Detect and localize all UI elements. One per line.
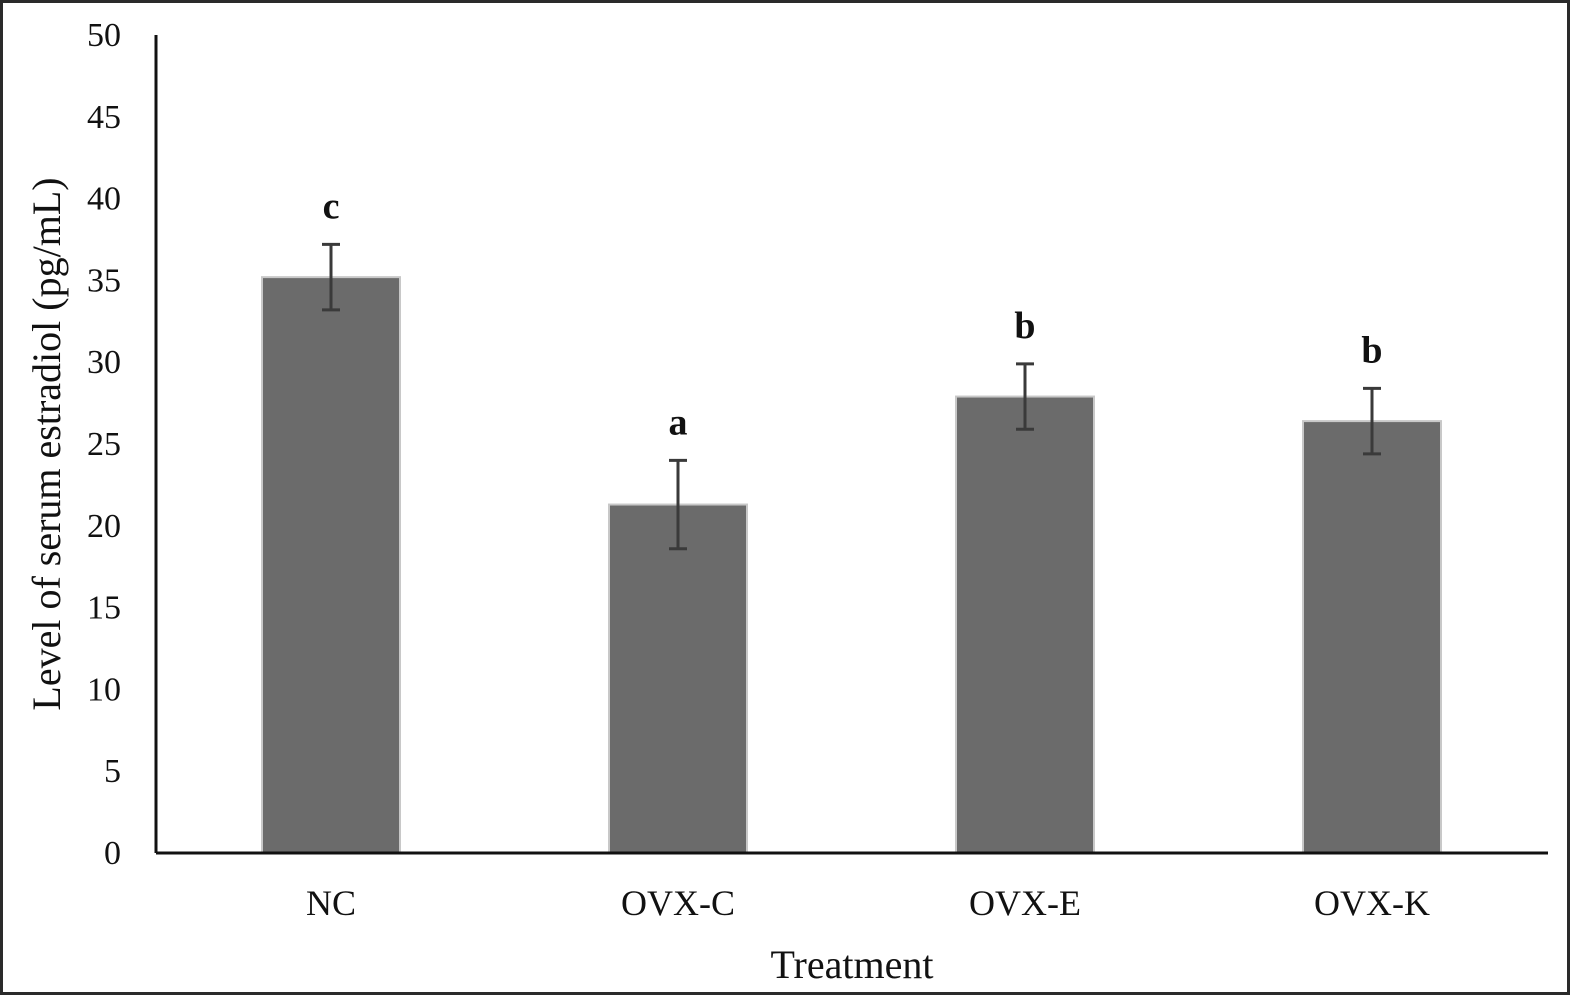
bar-nc: [261, 276, 401, 854]
x-category-label: NC: [306, 883, 356, 923]
significance-label: b: [1361, 329, 1382, 371]
y-tick-label: 35: [87, 262, 121, 299]
bar-ovx-k: [1302, 420, 1442, 854]
y-tick-label: 5: [104, 753, 121, 790]
x-category-labels: NC OVX-C OVX-E OVX-K: [306, 883, 1430, 923]
error-bar-ovx-c: [669, 458, 687, 551]
y-tick-label: 45: [87, 99, 121, 136]
bar-ovx-e: [955, 395, 1095, 854]
x-category-label: OVX-E: [969, 883, 1081, 923]
x-axis-title: Treatment: [771, 942, 934, 987]
bar-ovx-c: [608, 503, 748, 854]
significance-label: c: [323, 185, 340, 227]
y-tick-label: 15: [87, 590, 121, 627]
error-bar-ovx-e: [1016, 362, 1034, 431]
error-bar-ovx-k: [1363, 386, 1381, 456]
y-axis-title: Level of serum estradiol (pg/mL): [24, 177, 69, 710]
y-tick-label: 30: [87, 344, 121, 381]
significance-label: a: [669, 401, 688, 443]
error-bars-layer: [322, 242, 1381, 551]
y-tick-label: 10: [87, 671, 121, 708]
bar-chart: c a b b 0 5 10 15 20 25 30 35 40 45 50 NC OVX-C OVX-E OV…: [24, 17, 1548, 987]
y-tick-labels: 0 5 10 15 20 25 30 35 40 45 50: [87, 17, 121, 872]
y-tick-label: 20: [87, 508, 121, 545]
x-category-label: OVX-K: [1314, 883, 1430, 923]
error-bar-nc: [322, 242, 340, 312]
y-tick-label: 50: [87, 17, 121, 54]
significance-label: b: [1014, 305, 1035, 347]
y-tick-label: 40: [87, 181, 121, 218]
x-category-label: OVX-C: [621, 883, 735, 923]
axes-layer: [154, 35, 1548, 855]
y-tick-label: 25: [87, 426, 121, 463]
significance-labels-layer: c a b b: [323, 185, 1383, 443]
bars-layer: [261, 276, 1442, 854]
y-tick-label: 0: [104, 835, 121, 872]
